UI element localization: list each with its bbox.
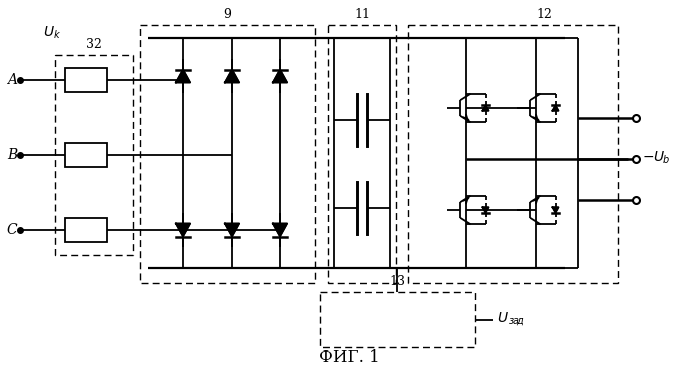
Bar — [55, 55, 133, 255]
Polygon shape — [553, 207, 558, 213]
Bar — [320, 292, 475, 347]
Polygon shape — [176, 224, 190, 237]
Bar — [65, 218, 107, 242]
Text: 32: 32 — [86, 38, 102, 51]
Polygon shape — [225, 70, 239, 83]
Text: $-U_{\!b}$: $-U_{\!b}$ — [642, 150, 670, 166]
Text: B: B — [7, 148, 17, 162]
Polygon shape — [482, 207, 489, 213]
Bar — [65, 68, 107, 92]
Bar — [65, 143, 107, 167]
Text: ФИГ. 1: ФИГ. 1 — [318, 350, 380, 366]
Text: C: C — [6, 223, 17, 237]
Text: 11: 11 — [354, 8, 370, 21]
Text: $U_{\,з\!а\!д}$: $U_{\,з\!а\!д}$ — [497, 311, 525, 328]
Polygon shape — [273, 224, 287, 237]
Polygon shape — [482, 105, 489, 111]
Bar — [328, 25, 396, 283]
Text: 9: 9 — [223, 8, 232, 21]
Text: $U_k$: $U_k$ — [43, 25, 61, 41]
Bar — [140, 25, 315, 283]
Text: A: A — [7, 73, 17, 87]
Text: 12: 12 — [537, 8, 552, 21]
Polygon shape — [225, 224, 239, 237]
Bar — [408, 25, 618, 283]
Polygon shape — [176, 70, 190, 83]
Polygon shape — [553, 105, 558, 111]
Text: 13: 13 — [389, 275, 406, 288]
Polygon shape — [273, 70, 287, 83]
